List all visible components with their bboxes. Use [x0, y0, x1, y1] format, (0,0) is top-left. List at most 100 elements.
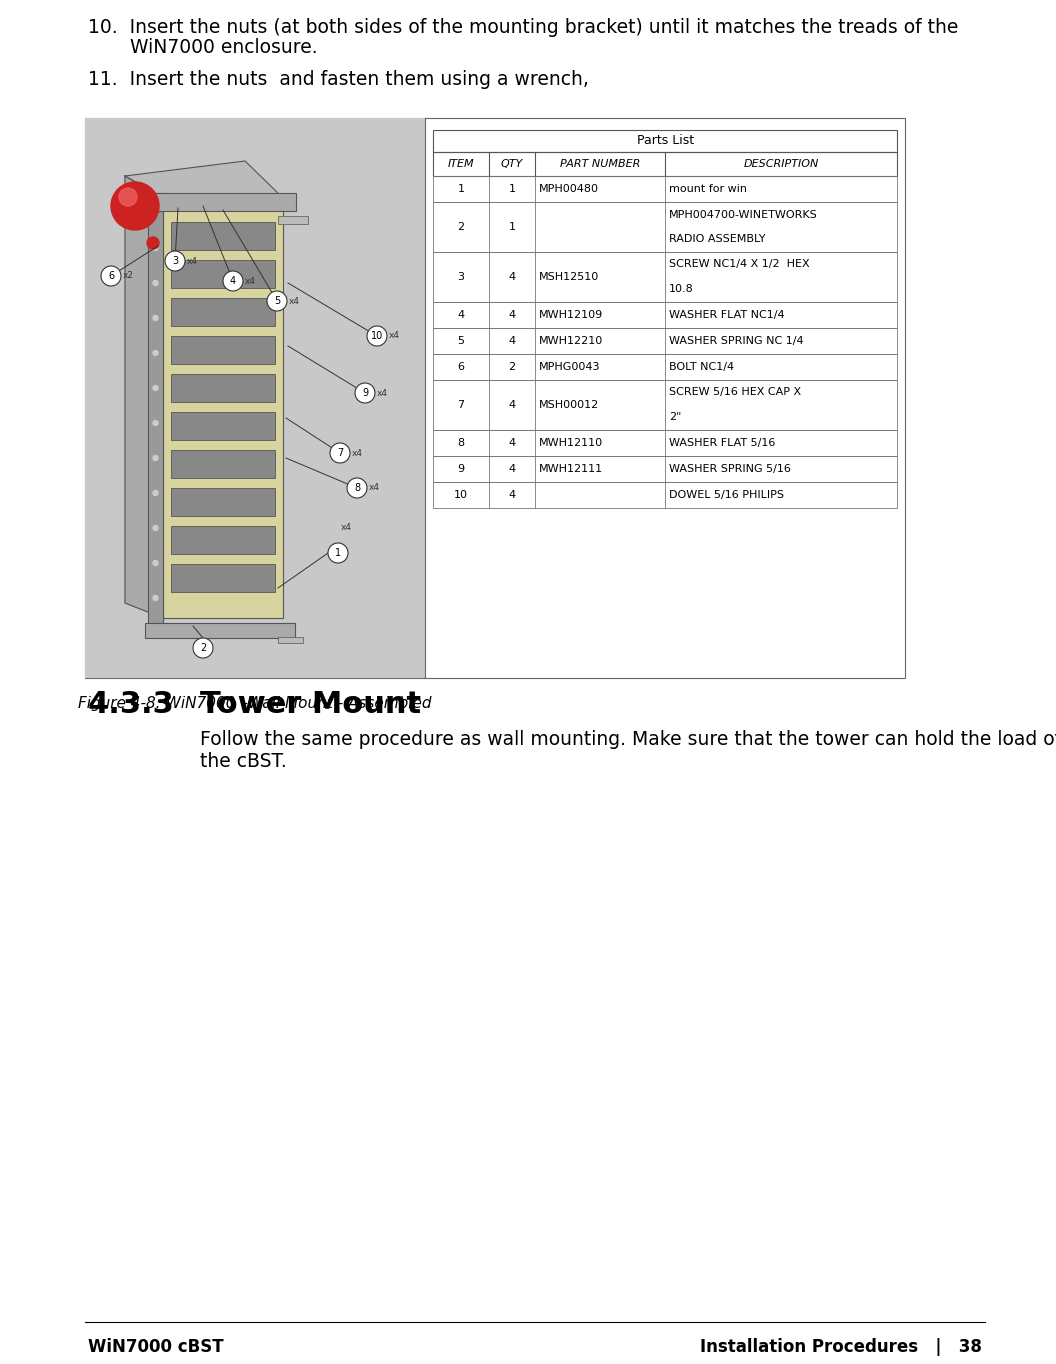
Circle shape	[153, 491, 158, 495]
Text: WASHER SPRING 5/16: WASHER SPRING 5/16	[670, 464, 791, 475]
Bar	[171, 525, 275, 554]
Circle shape	[223, 271, 243, 291]
Bar	[84, 119, 426, 678]
Text: 8: 8	[354, 483, 360, 492]
Bar	[145, 623, 295, 638]
Circle shape	[147, 237, 159, 250]
Text: 10: 10	[454, 490, 468, 501]
Text: Installation Procedures   |   38: Installation Procedures | 38	[700, 1338, 982, 1356]
Bar	[433, 130, 897, 151]
Text: the cBST.: the cBST.	[200, 752, 287, 771]
Text: 10.8: 10.8	[670, 285, 694, 295]
Text: 4: 4	[509, 438, 515, 447]
Circle shape	[119, 188, 137, 206]
Text: PART NUMBER: PART NUMBER	[560, 160, 640, 169]
Bar	[433, 252, 897, 301]
Text: 5: 5	[274, 296, 280, 306]
Circle shape	[153, 420, 158, 426]
Polygon shape	[125, 161, 283, 198]
Text: MWH12210: MWH12210	[540, 336, 604, 346]
Text: x4: x4	[341, 524, 352, 532]
Text: 11.  Insert the nuts  and fasten them using a wrench,: 11. Insert the nuts and fasten them usin…	[88, 70, 589, 89]
Text: MWH12110: MWH12110	[540, 438, 603, 447]
Bar	[171, 563, 275, 592]
Circle shape	[101, 266, 121, 286]
Circle shape	[267, 291, 287, 311]
Text: 10.  Insert the nuts (at both sides of the mounting bracket) until it matches th: 10. Insert the nuts (at both sides of th…	[88, 18, 959, 37]
Bar	[171, 336, 275, 364]
Text: 4: 4	[457, 310, 465, 321]
Circle shape	[355, 383, 375, 402]
Text: MWH12109: MWH12109	[540, 310, 604, 321]
Circle shape	[329, 443, 350, 462]
Text: DESCRIPTION: DESCRIPTION	[743, 160, 818, 169]
Text: 4.3.3: 4.3.3	[88, 690, 174, 719]
Bar	[278, 637, 303, 642]
Circle shape	[153, 386, 158, 390]
Bar	[433, 151, 897, 176]
Text: Figure 4-8: WiN7000 –Wall Mount - Assembled: Figure 4-8: WiN7000 –Wall Mount - Assemb…	[78, 696, 432, 711]
Text: 7: 7	[457, 400, 465, 411]
Circle shape	[153, 281, 158, 285]
Circle shape	[153, 456, 158, 461]
Text: 4: 4	[230, 276, 237, 286]
Bar	[433, 355, 897, 381]
Bar	[142, 192, 296, 211]
Bar	[171, 374, 275, 402]
Text: QTY: QTY	[501, 160, 524, 169]
Text: WASHER SPRING NC 1/4: WASHER SPRING NC 1/4	[670, 336, 804, 346]
Text: 5: 5	[457, 336, 465, 346]
Bar	[433, 176, 897, 202]
Text: WiN7000 cBST: WiN7000 cBST	[88, 1338, 224, 1356]
Text: x4: x4	[369, 483, 380, 492]
Text: x4: x4	[289, 296, 300, 306]
Text: x4: x4	[389, 331, 400, 341]
Bar	[433, 381, 897, 430]
Text: x4: x4	[352, 449, 363, 457]
Circle shape	[153, 525, 158, 531]
Bar	[171, 450, 275, 479]
Circle shape	[153, 596, 158, 600]
Text: 9: 9	[457, 464, 465, 475]
Circle shape	[111, 181, 159, 231]
Text: 7: 7	[337, 447, 343, 458]
Text: 2: 2	[457, 222, 465, 232]
Circle shape	[367, 326, 386, 346]
Text: 6: 6	[108, 271, 114, 281]
Text: x4: x4	[377, 389, 388, 397]
Text: 4: 4	[509, 464, 515, 475]
Circle shape	[165, 251, 185, 271]
Text: 10: 10	[371, 331, 383, 341]
Text: MPH004700-WINETWORKS: MPH004700-WINETWORKS	[670, 210, 818, 220]
Text: 4: 4	[509, 490, 515, 501]
Text: 1: 1	[457, 184, 465, 194]
Text: mount for win: mount for win	[670, 184, 748, 194]
Text: 2: 2	[200, 642, 206, 653]
Bar	[84, 119, 905, 678]
Text: 6: 6	[457, 361, 465, 372]
Polygon shape	[125, 176, 163, 618]
Text: 1: 1	[509, 222, 515, 232]
Bar	[171, 297, 275, 326]
Bar	[433, 202, 897, 252]
Text: WiN7000 enclosure.: WiN7000 enclosure.	[88, 38, 318, 57]
Bar	[433, 456, 897, 481]
Text: 8: 8	[457, 438, 465, 447]
Text: 9: 9	[362, 387, 369, 398]
Circle shape	[347, 477, 367, 498]
Text: 1: 1	[509, 184, 515, 194]
Bar	[433, 327, 897, 355]
Text: MPHG0043: MPHG0043	[540, 361, 601, 372]
Text: MWH12111: MWH12111	[540, 464, 603, 475]
Bar	[433, 301, 897, 327]
Text: Parts List: Parts List	[637, 135, 694, 147]
Text: Follow the same procedure as wall mounting. Make sure that the tower can hold th: Follow the same procedure as wall mounti…	[200, 730, 1056, 749]
Text: RADIO ASSEMBLY: RADIO ASSEMBLY	[670, 235, 766, 244]
Text: SCREW NC1/4 X 1/2  HEX: SCREW NC1/4 X 1/2 HEX	[670, 259, 810, 270]
Text: 3: 3	[457, 271, 465, 282]
Text: 2: 2	[509, 361, 515, 372]
Text: 2": 2"	[670, 412, 681, 423]
Bar	[433, 481, 897, 507]
Text: 4: 4	[509, 271, 515, 282]
Text: ITEM: ITEM	[448, 160, 474, 169]
